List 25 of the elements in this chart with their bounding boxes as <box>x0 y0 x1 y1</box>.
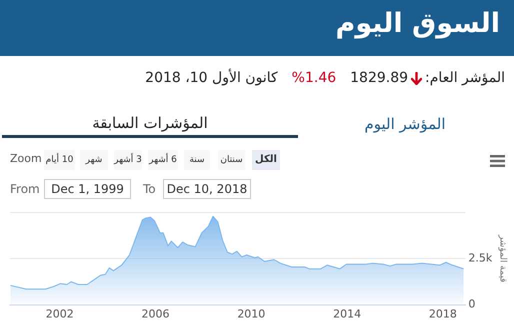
x-tick-label: 2018 <box>428 307 457 320</box>
text: المؤشر العام: <box>425 70 505 86</box>
y-tick-label: 2.5k <box>468 252 493 265</box>
text: 3 أشهر <box>114 150 142 170</box>
text: شهر <box>80 150 108 170</box>
text: سنة <box>184 150 210 170</box>
text: الكل <box>252 150 280 170</box>
x-tick-label: 2014 <box>333 307 362 320</box>
y-axis-title: قيمة المؤشر <box>497 234 508 282</box>
text: سنتان <box>218 150 245 170</box>
x-tick-label: 2002 <box>46 307 74 320</box>
chart-title: السوق اليوم <box>336 8 500 39</box>
text: From <box>10 182 40 196</box>
text: 1829.89 <box>350 70 408 86</box>
text: المؤشر اليوم <box>363 115 447 133</box>
text: 6 أشهر <box>148 150 178 170</box>
text: %1.46 <box>292 70 336 86</box>
text: كانون الأول 10، 2018 <box>145 70 278 86</box>
text: المؤشرات السابقة <box>91 114 209 132</box>
y-tick-label: 0 <box>468 298 476 311</box>
x-tick-label: 2010 <box>237 307 266 320</box>
text: Zoom <box>10 152 42 165</box>
text: To <box>143 182 156 196</box>
x-tick-label: 2006 <box>142 307 170 320</box>
text: 10 أيام <box>44 150 75 170</box>
